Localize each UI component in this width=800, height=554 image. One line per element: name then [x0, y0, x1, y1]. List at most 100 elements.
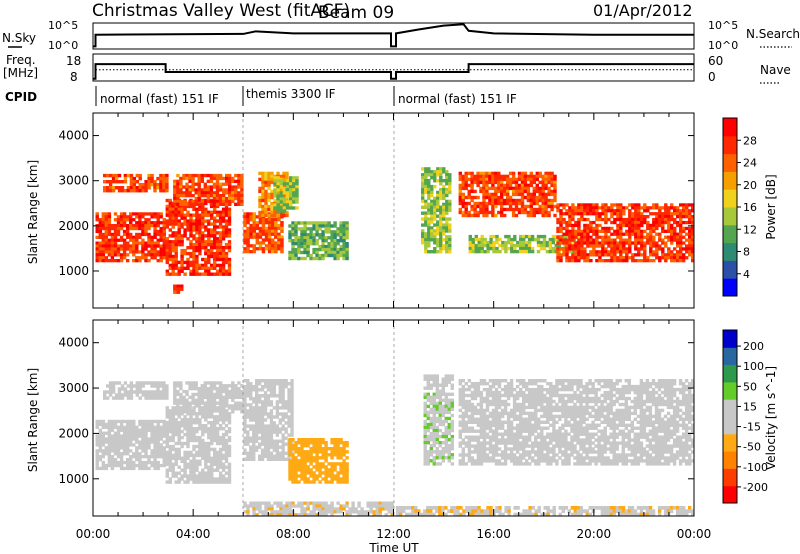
scatter-cell-10	[511, 210, 516, 215]
scatter-cell-4	[281, 457, 285, 461]
scatter-cell-12	[682, 229, 686, 233]
scatter-cell-2	[204, 243, 208, 247]
scatter-cell-4	[258, 406, 262, 410]
scatter-cell-3	[203, 389, 207, 394]
scatter-cell-3	[215, 199, 220, 204]
scatter-cell-2	[183, 251, 187, 256]
scatter-cell-2	[171, 453, 175, 458]
scatter-cell-2	[210, 204, 214, 209]
scatter-cell-3	[203, 384, 207, 388]
scatter-cell-10	[541, 186, 545, 191]
scatter-cell-1	[138, 396, 142, 400]
scatter-cell-4	[243, 400, 247, 404]
scatter-cell-3	[200, 387, 204, 391]
scatter-cell-5	[282, 213, 286, 218]
scatter-cell-2	[224, 447, 229, 452]
scatter-cell-12	[652, 253, 656, 257]
scatter-cell-9	[436, 205, 440, 209]
scatter-cell-2	[227, 257, 232, 262]
scatter-cell-2	[177, 234, 181, 238]
scatter-cell-8	[173, 287, 177, 291]
scatter-cell-2	[207, 248, 211, 253]
scatter-cell-0	[113, 244, 118, 248]
scatter-cell-0	[150, 440, 154, 444]
scatter-cell-5	[264, 189, 268, 194]
scatter-cell-0	[156, 463, 160, 468]
scatter-cell-7	[294, 221, 298, 225]
scatter-cell-0	[132, 452, 136, 456]
power-colorbar-label: Power [dB]	[764, 174, 778, 239]
scatter-cell-4	[258, 226, 263, 231]
scatter-cell-0	[150, 425, 154, 429]
scatter-cell-12	[652, 226, 656, 231]
scatter-cell-3	[197, 179, 201, 183]
scatter-cell-2	[186, 225, 190, 229]
scatter-cell-12	[655, 241, 659, 245]
scatter-cell-4	[260, 385, 265, 389]
scatter-cell-12	[613, 212, 617, 216]
scatter-cell-4	[263, 418, 268, 422]
scatter-cell-2	[213, 424, 217, 428]
scatter-cell-7	[303, 239, 307, 243]
scatter-cell-5	[318, 465, 322, 469]
scatter-cell-0	[156, 443, 160, 447]
scatter-cell-2	[165, 210, 169, 214]
scatter-cell-2	[198, 444, 202, 449]
scatter-cell-2	[195, 444, 199, 449]
scatter-cell-3	[206, 407, 211, 411]
scatter-cell-5	[321, 465, 325, 469]
scatter-cell-7	[303, 242, 307, 246]
scatter-cell-12	[682, 209, 686, 213]
scatter-cell-0	[144, 259, 148, 263]
scatter-cell-7	[303, 236, 307, 240]
scatter-cell-2	[227, 231, 232, 235]
scatter-cell-5	[342, 465, 346, 469]
scatter-cell-12	[574, 244, 578, 248]
scatter-cell-2	[201, 231, 205, 235]
scatter-cell-2	[192, 213, 196, 217]
scatter-cell-12	[610, 253, 614, 257]
scatter-cell-7	[300, 244, 304, 249]
scatter-cell-3	[206, 401, 211, 405]
scatter-cell-0	[150, 244, 154, 248]
scatter-cell-5	[264, 177, 268, 182]
scatter-cell-5	[291, 438, 295, 442]
scatter-cell-1	[156, 390, 160, 394]
scatter-cell-4	[281, 445, 285, 449]
scatter-cell-6	[426, 459, 430, 463]
scatter-cell-10	[482, 177, 486, 182]
scatter-cell-12	[661, 253, 665, 257]
scatter-cell-7	[315, 250, 319, 255]
scatter-cell-9	[421, 184, 425, 189]
scatter-cell-7	[324, 227, 328, 231]
scatter-cell-0	[98, 449, 102, 453]
scatter-cell-9	[433, 238, 437, 242]
scatter-cell-2	[221, 260, 226, 265]
scatter-cell-10	[532, 192, 536, 197]
scatter-cell-10	[473, 189, 477, 194]
scatter-cell-3	[191, 188, 195, 192]
scatter-cell-2	[195, 459, 199, 463]
scatter-cell-7	[303, 227, 307, 231]
scatter-cell-5	[276, 171, 280, 176]
scatter-cell-2	[218, 424, 223, 428]
scatter-cell-4	[284, 406, 288, 410]
scatter-cell-2	[180, 207, 184, 211]
scatter-cell-10	[535, 207, 539, 212]
scatter-cell-6	[285, 194, 290, 198]
scatter-cell-9	[430, 187, 434, 192]
scatter-cell-0	[132, 235, 136, 239]
scatter-cell-12	[604, 215, 608, 219]
scatter-cell-4	[249, 397, 253, 401]
scatter-cell-12	[559, 235, 563, 239]
scatter-cell-5	[321, 477, 325, 481]
scatter-cell-2	[195, 213, 199, 217]
scatter-cell-0	[98, 253, 102, 257]
scatter-cell-3	[185, 389, 189, 394]
scatter-cell-1	[117, 393, 122, 397]
scatter-cell-12	[691, 235, 695, 239]
scatter-cell-4	[280, 250, 284, 254]
scatter-cell-12	[673, 220, 677, 225]
scatter-cell-10	[523, 183, 528, 188]
scatter-cell-5	[339, 468, 343, 472]
